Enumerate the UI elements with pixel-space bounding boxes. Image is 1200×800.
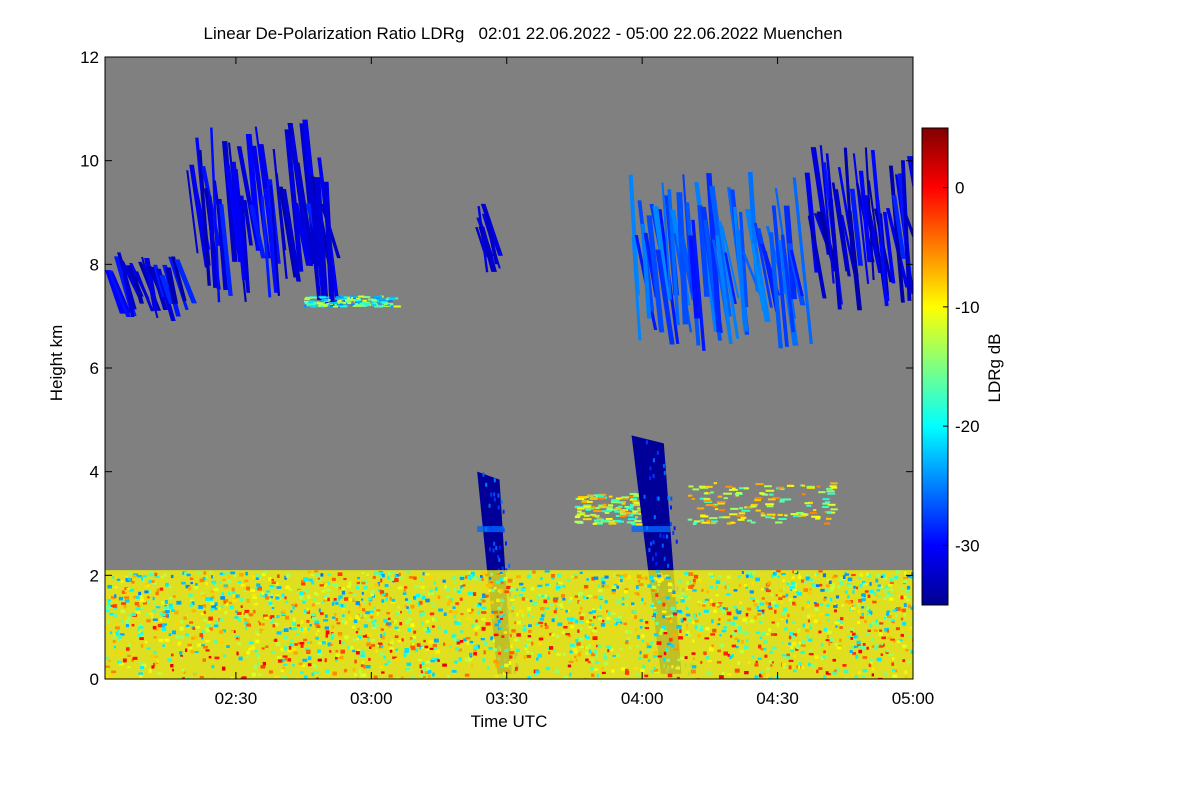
colorbar-tick-label: -10 [955, 298, 980, 317]
chart-title: Linear De-Polarization Ratio LDRg 02:01 … [204, 24, 843, 43]
y-tick-label: 4 [90, 463, 99, 482]
x-tick-label: 03:30 [485, 689, 528, 708]
y-axis: 0 2 4 6 8 10 12 [80, 48, 913, 689]
y-tick-label: 6 [90, 359, 99, 378]
feature-cirrus-2 [475, 203, 503, 273]
feature-boundary-layer-10 [105, 570, 913, 679]
y-tick-label: 2 [90, 566, 99, 585]
feature-cirrus-3 [628, 172, 813, 351]
x-tick-label: 05:00 [892, 689, 935, 708]
y-tick-label: 8 [90, 255, 99, 274]
x-axis: 02:30 03:00 03:30 04:00 04:30 05:00 [215, 57, 935, 708]
feature-cirrus-0 [105, 252, 197, 321]
colorbar-tick-label: -30 [955, 536, 980, 555]
y-tick-label: 0 [90, 670, 99, 689]
colorbar-tick-label: -20 [955, 417, 980, 436]
y-tick-label: 12 [80, 48, 99, 67]
y-tick-label: 10 [80, 152, 99, 171]
colorbar-label: LDRg dB [985, 334, 1004, 403]
x-axis-label: Time UTC [471, 712, 548, 731]
feature-aerosol-layer-7 [687, 482, 838, 525]
x-tick-label: 02:30 [215, 689, 258, 708]
colorbar [921, 127, 949, 606]
plot-data-layer [105, 119, 913, 679]
x-tick-label: 04:30 [756, 689, 799, 708]
feature-aerosol-layer-5 [303, 295, 401, 308]
colorbar-tick-label: 0 [955, 179, 964, 198]
feature-cirrus-1 [186, 119, 341, 308]
y-axis-label: Height km [47, 325, 66, 402]
x-tick-label: 04:00 [621, 689, 664, 708]
colorbar-ticks: 0 -10 -20 -30 [943, 179, 980, 555]
feature-cirrus-4 [804, 145, 913, 311]
x-tick-label: 03:00 [350, 689, 393, 708]
